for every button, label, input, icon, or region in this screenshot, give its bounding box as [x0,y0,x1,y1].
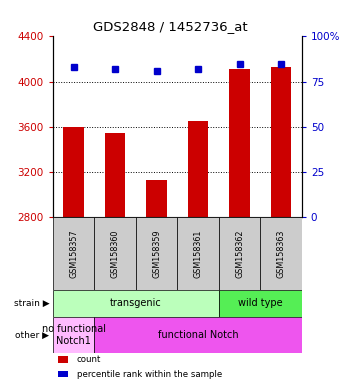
Text: GSM158362: GSM158362 [235,229,244,278]
Bar [146,180,167,217]
Bar [94,317,302,353]
Text: GSM158360: GSM158360 [110,229,120,278]
Text: GSM158363: GSM158363 [277,229,285,278]
Bar [229,69,250,217]
Text: other ▶: other ▶ [15,331,49,339]
Bar [63,127,84,217]
Text: wild type: wild type [238,298,283,308]
Bar [177,217,219,290]
Bar [219,290,302,317]
Text: no functional
Notch1: no functional Notch1 [42,324,106,346]
Bar [105,134,125,217]
Bar [260,217,302,290]
Text: GDS2848 / 1452736_at: GDS2848 / 1452736_at [93,20,248,33]
Bar [271,67,292,217]
Bar [188,121,208,217]
Text: GSM158357: GSM158357 [69,229,78,278]
Text: functional Notch: functional Notch [158,330,238,340]
Bar [58,356,68,363]
Bar [53,290,219,317]
Bar [58,371,68,377]
Bar [53,317,94,353]
Text: strain ▶: strain ▶ [14,299,49,308]
Text: GSM158359: GSM158359 [152,229,161,278]
Bar [94,217,136,290]
Bar [219,217,260,290]
Text: transgenic: transgenic [110,298,162,308]
Text: GSM158361: GSM158361 [194,229,203,278]
Bar [53,217,94,290]
Text: count: count [76,355,101,364]
Text: percentile rank within the sample: percentile rank within the sample [76,369,222,379]
Bar [136,217,177,290]
